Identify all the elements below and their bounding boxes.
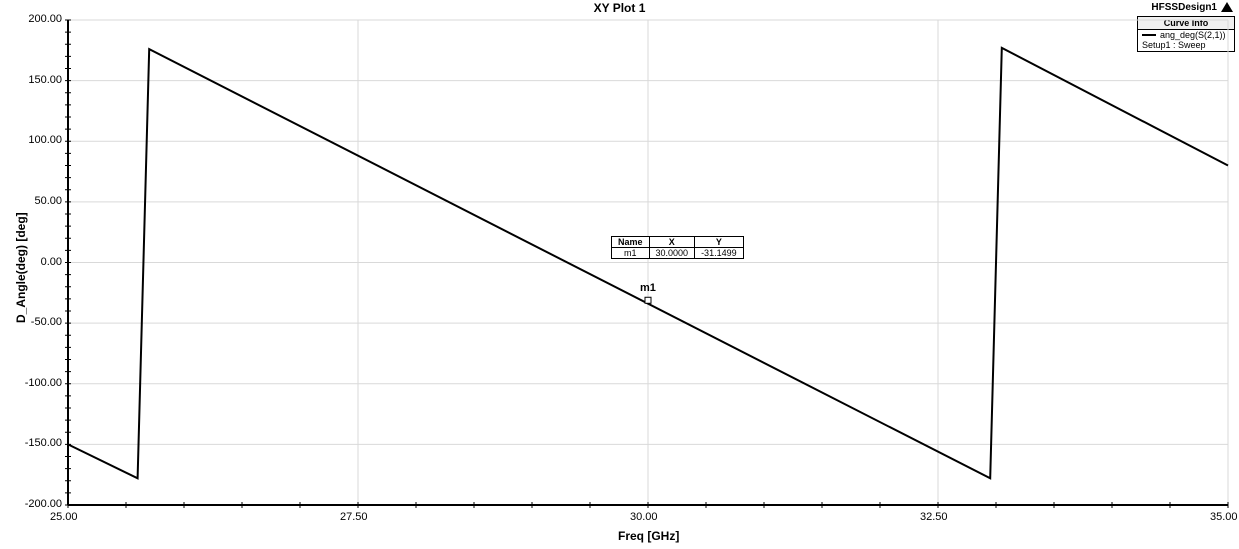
col-y: Y bbox=[695, 237, 744, 248]
y-tick-label: 0.00 bbox=[41, 256, 62, 268]
marker-label[interactable]: m1 bbox=[640, 282, 656, 294]
y-tick-label: -50.00 bbox=[31, 316, 62, 328]
marker-data-table[interactable]: Name X Y m1 30.0000 -31.1499 bbox=[611, 236, 744, 259]
table-row: m1 30.0000 -31.1499 bbox=[612, 248, 744, 259]
cell-x: 30.0000 bbox=[649, 248, 695, 259]
y-tick-label: 100.00 bbox=[28, 134, 62, 146]
y-axis-label: D_Angle(deg) [deg] bbox=[14, 212, 28, 323]
y-tick-label: -150.00 bbox=[25, 437, 62, 449]
plot-canvas[interactable] bbox=[0, 0, 1239, 549]
y-tick-label: 150.00 bbox=[28, 74, 62, 86]
col-x: X bbox=[649, 237, 695, 248]
cell-y: -31.1499 bbox=[695, 248, 744, 259]
x-tick-label: 35.00 bbox=[1210, 511, 1238, 523]
x-tick-label: 25.00 bbox=[50, 511, 78, 523]
x-axis-label: Freq [GHz] bbox=[618, 529, 679, 543]
x-tick-label: 27.50 bbox=[340, 511, 368, 523]
y-tick-label: -200.00 bbox=[25, 498, 62, 510]
col-name: Name bbox=[612, 237, 650, 248]
table-row: Name X Y bbox=[612, 237, 744, 248]
cell-name: m1 bbox=[612, 248, 650, 259]
y-tick-label: 200.00 bbox=[28, 13, 62, 25]
y-tick-label: -100.00 bbox=[25, 377, 62, 389]
x-tick-label: 30.00 bbox=[630, 511, 658, 523]
x-tick-label: 32.50 bbox=[920, 511, 948, 523]
y-tick-label: 50.00 bbox=[34, 195, 62, 207]
